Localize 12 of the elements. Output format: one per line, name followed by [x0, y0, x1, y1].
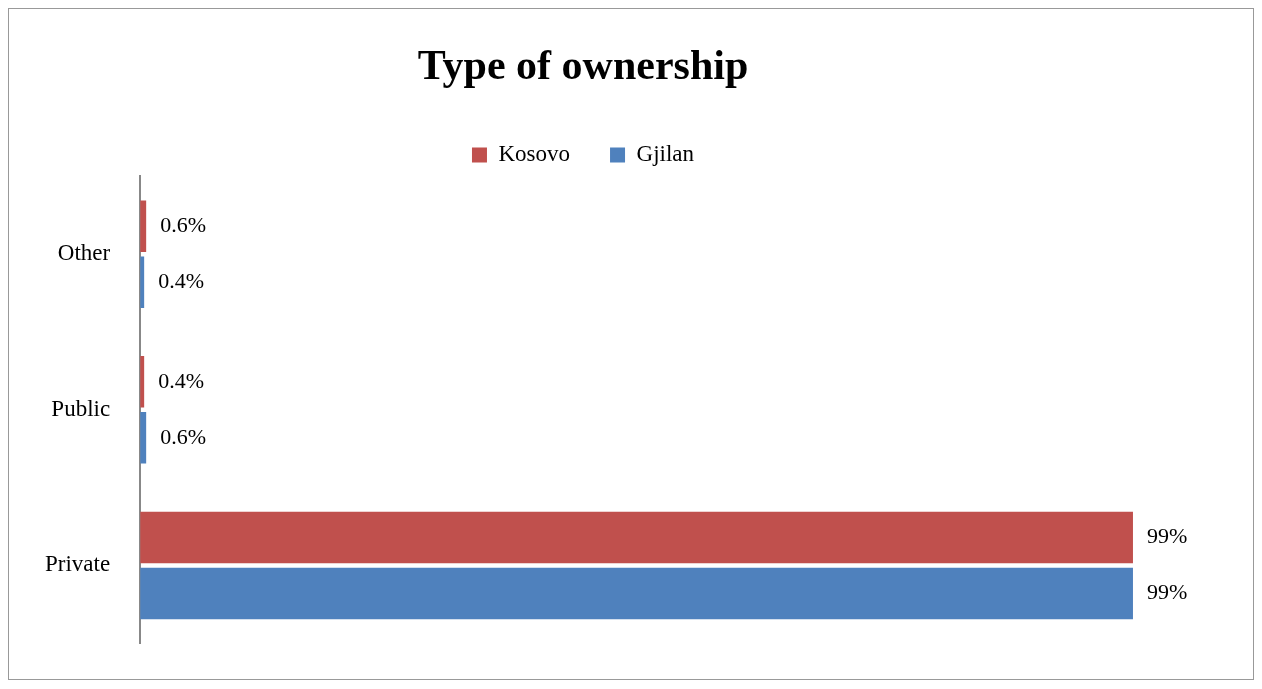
data-label: 0.6% [160, 211, 206, 237]
data-label: 0.4% [158, 367, 204, 393]
y-tick-label: Private [44, 551, 111, 577]
legend-label: Kosovo [498, 140, 571, 166]
data-label: 99% [1146, 523, 1188, 549]
data-label: 0.6% [160, 423, 206, 449]
y-tick-label: Other [57, 240, 111, 266]
y-tick-label: Public [51, 395, 111, 421]
data-label: 99% [1146, 579, 1188, 605]
chart-title: Type of ownership [417, 42, 749, 89]
legend-label: Gjilan [636, 140, 695, 166]
data-label: 0.4% [158, 267, 204, 293]
